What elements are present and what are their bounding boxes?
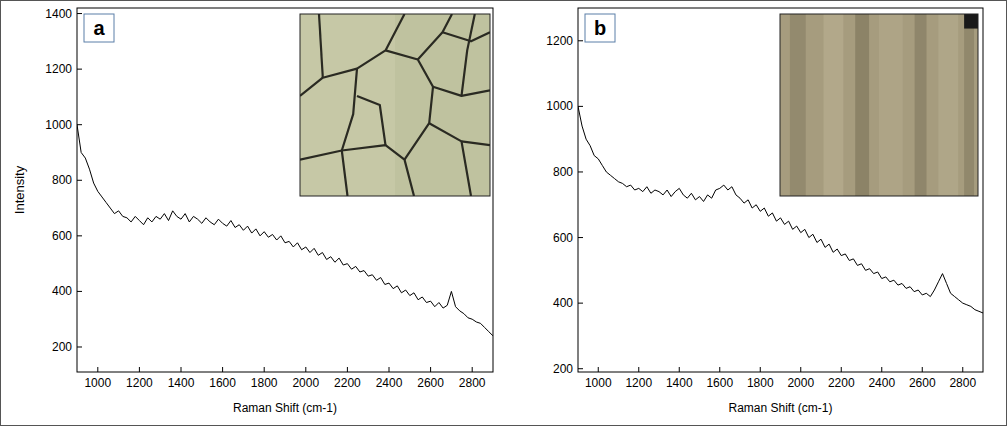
- spectrum-line: [578, 106, 983, 313]
- x-tick: [430, 367, 431, 372]
- y-tick-label: 800: [52, 173, 72, 187]
- y-tick-label: 200: [52, 340, 72, 354]
- panel-letter: a: [93, 17, 105, 39]
- y-tick-label: 1200: [45, 62, 72, 76]
- x-tick: [841, 367, 842, 372]
- x-tick: [679, 367, 680, 372]
- x-tick-label: 2800: [949, 376, 976, 390]
- plot-area: [578, 106, 983, 313]
- y-tick: [77, 13, 82, 14]
- x-tick: [305, 367, 306, 372]
- panel-letter: b: [594, 17, 606, 39]
- x-tick: [598, 367, 599, 372]
- x-tick-label: 1200: [625, 376, 652, 390]
- y-axis-title: Intensity: [12, 165, 27, 214]
- figure-border: [1, 1, 1007, 426]
- plot-frame: [77, 8, 493, 372]
- y-tick: [77, 180, 82, 181]
- y-tick: [77, 124, 82, 125]
- x-tick: [222, 367, 223, 372]
- x-tick-label: 1600: [706, 376, 733, 390]
- spectrum-line: [77, 125, 493, 336]
- x-tick-label: 2400: [868, 376, 895, 390]
- x-tick: [800, 367, 801, 372]
- y-tick: [77, 69, 82, 70]
- x-tick: [760, 367, 761, 372]
- panel: 1000 1200 1400 1600 1800 2000 2200 2400 2600 2800…: [546, 8, 983, 415]
- x-tick: [881, 367, 882, 372]
- y-tick: [578, 368, 583, 369]
- y-tick: [578, 303, 583, 304]
- y-tick: [77, 291, 82, 292]
- plot-frame: [578, 8, 983, 372]
- y-tick-label: 600: [52, 229, 72, 243]
- x-tick-label: 2000: [292, 376, 319, 390]
- x-tick-label: 1400: [666, 376, 693, 390]
- y-tick-label: 200: [553, 362, 573, 376]
- panel: 1000 1200 1400 1600 1800 2000 2200 2400 2600 2800…: [12, 7, 493, 415]
- micrograph-inset: [780, 14, 978, 196]
- x-tick-label: 1000: [585, 376, 612, 390]
- x-tick: [264, 367, 265, 372]
- x-tick-label: 1400: [168, 376, 195, 390]
- panel-letter-box: [585, 14, 615, 42]
- x-tick-label: 2800: [459, 376, 486, 390]
- y-tick: [578, 106, 583, 107]
- y-tick-label: 1200: [546, 34, 573, 48]
- x-tick-label: 1000: [84, 376, 111, 390]
- x-tick: [472, 367, 473, 372]
- x-tick-label: 2200: [334, 376, 361, 390]
- x-tick-label: 2400: [376, 376, 403, 390]
- y-tick: [77, 235, 82, 236]
- x-tick-label: 1800: [747, 376, 774, 390]
- y-tick-label: 800: [553, 165, 573, 179]
- y-tick: [578, 171, 583, 172]
- x-axis-title: Raman Shift (cm-1): [728, 401, 832, 415]
- x-tick-label: 1200: [126, 376, 153, 390]
- x-tick-label: 2600: [417, 376, 444, 390]
- micrograph-inset: [300, 14, 490, 196]
- y-tick: [578, 237, 583, 238]
- y-tick: [77, 346, 82, 347]
- x-tick-label: 2600: [909, 376, 936, 390]
- x-axis-title: Raman Shift (cm-1): [233, 401, 337, 415]
- x-tick: [139, 367, 140, 372]
- plot-area: [77, 125, 493, 336]
- x-tick-label: 1800: [251, 376, 278, 390]
- panel-letter-box: [84, 14, 114, 42]
- y-tick-label: 1000: [45, 118, 72, 132]
- y-tick-label: 1400: [45, 7, 72, 21]
- y-tick: [578, 40, 583, 41]
- x-tick-label: 2000: [787, 376, 814, 390]
- y-tick-label: 400: [553, 296, 573, 310]
- x-tick: [181, 367, 182, 372]
- x-tick: [719, 367, 720, 372]
- y-tick-label: 600: [553, 231, 573, 245]
- x-tick: [389, 367, 390, 372]
- x-tick: [347, 367, 348, 372]
- x-tick-label: 1600: [209, 376, 236, 390]
- x-tick: [922, 367, 923, 372]
- x-tick-label: 2200: [828, 376, 855, 390]
- y-tick-label: 400: [52, 284, 72, 298]
- x-tick: [638, 367, 639, 372]
- figure: 1000 1200 1400 1600 1800 2000 2200 2400 2600 2800…: [0, 0, 1007, 426]
- y-tick-label: 1000: [546, 99, 573, 113]
- x-tick: [97, 367, 98, 372]
- x-tick: [962, 367, 963, 372]
